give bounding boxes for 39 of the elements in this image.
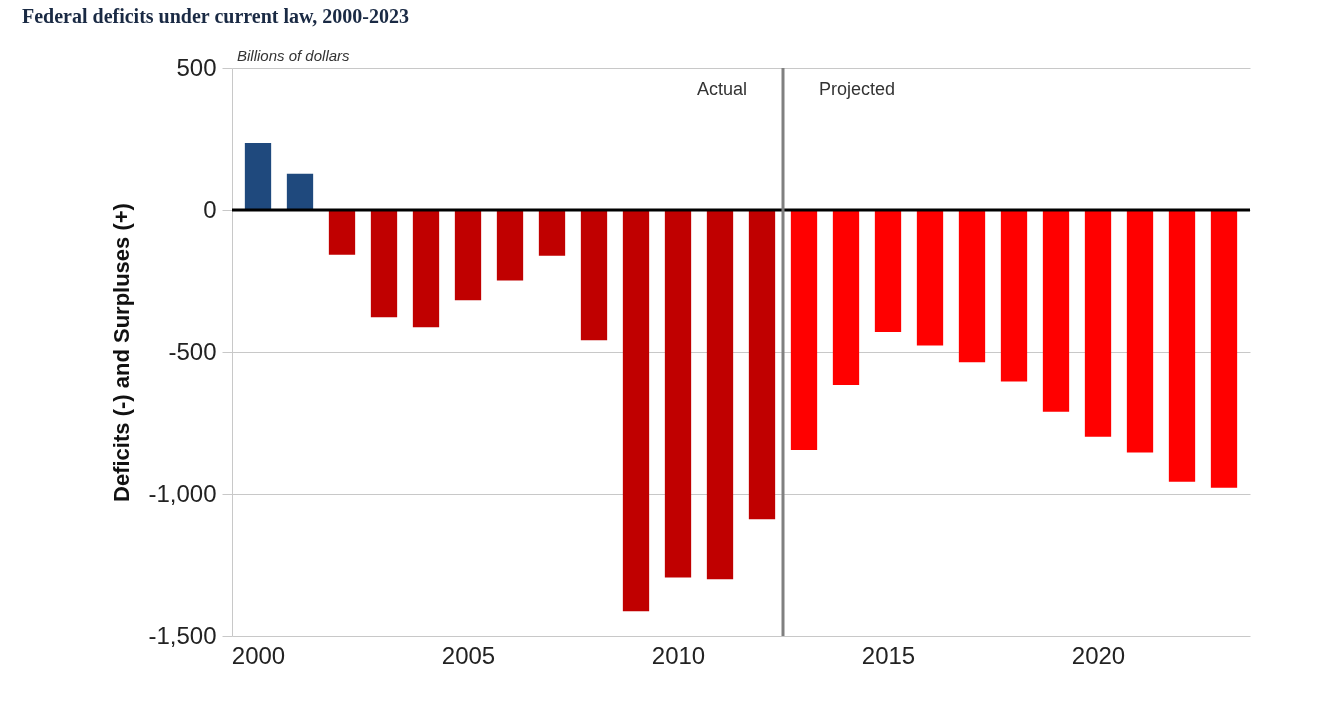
bar — [664, 210, 692, 578]
bar — [1210, 210, 1238, 488]
bar — [832, 210, 860, 385]
bar — [874, 210, 902, 333]
y-tick-label: -500 — [168, 337, 217, 365]
annotation: Actual — [696, 79, 747, 99]
x-tick-label: 2015 — [861, 641, 916, 669]
bar — [454, 210, 482, 301]
bar — [244, 142, 272, 210]
y-axis-title: Deficits (-) and Surpluses (+) — [109, 203, 135, 502]
y-tick-label: 0 — [203, 195, 217, 223]
bar — [1084, 210, 1112, 437]
bar — [580, 210, 608, 341]
chart-title: Federal deficits under current law, 2000-2023 — [21, 4, 410, 28]
x-tick-label: 2000 — [231, 641, 286, 669]
bar — [1000, 210, 1028, 382]
bar — [706, 210, 734, 580]
y-tick-label: -1,000 — [148, 479, 217, 507]
bar — [1042, 210, 1070, 412]
text: Billions of dollars — [237, 47, 351, 64]
bar — [958, 210, 986, 363]
x-tick-label: 2010 — [651, 641, 706, 669]
bar — [916, 210, 944, 346]
x-tick-label: 2005 — [441, 641, 496, 669]
bar — [622, 210, 650, 612]
bar — [790, 210, 818, 450]
bar — [538, 210, 566, 256]
bar — [412, 210, 440, 328]
x-tick-label: 2020 — [1071, 641, 1126, 669]
bar — [496, 210, 524, 281]
y-tick-label: -1,500 — [148, 621, 217, 649]
y-tick-label: 500 — [176, 53, 217, 81]
bar — [1126, 210, 1154, 453]
bar — [748, 210, 776, 520]
bar — [286, 173, 314, 210]
bar — [370, 210, 398, 318]
bar — [328, 210, 356, 255]
annotation: Projected — [819, 79, 896, 99]
bar — [1168, 210, 1196, 482]
